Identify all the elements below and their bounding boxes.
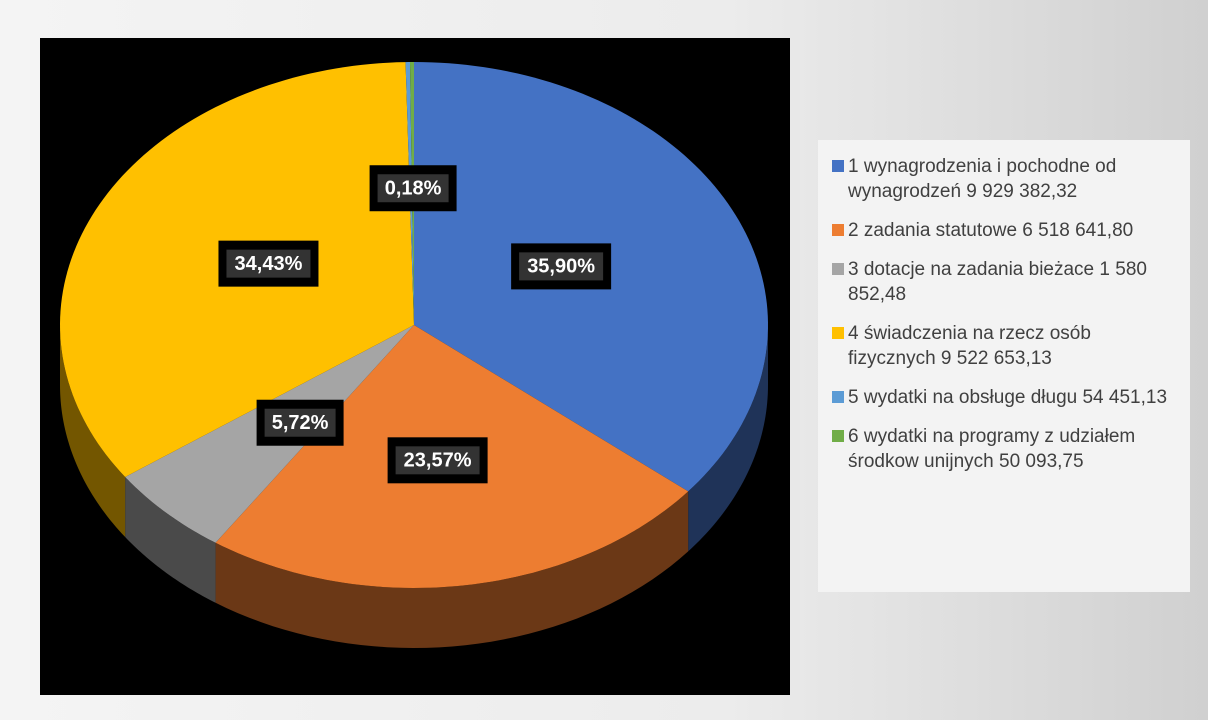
legend-label: 3 dotacje na zadania bieżace 1 580 852,4… bbox=[848, 259, 1147, 305]
slice-side bbox=[688, 325, 768, 552]
legend-item: 5 wydatki na obsługe długu 54 451,13 bbox=[832, 385, 1182, 410]
legend-item: 4 świadczenia na rzecz osób fizycznych 9… bbox=[832, 321, 1182, 371]
legend-label: 6 wydatki na programy z udziałem środkow… bbox=[848, 426, 1136, 472]
data-label-text: 34,43% bbox=[235, 253, 303, 275]
legend-swatch bbox=[832, 430, 844, 442]
legend-label: 5 wydatki na obsługe długu 54 451,13 bbox=[848, 387, 1168, 408]
data-label: 34,43% bbox=[218, 240, 319, 287]
legend-item: 6 wydatki na programy z udziałem środkow… bbox=[832, 424, 1182, 474]
legend-swatch bbox=[832, 391, 844, 403]
slice-side bbox=[215, 491, 689, 648]
legend-item: 1 wynagrodzenia i pochodne od wynagrodze… bbox=[832, 154, 1182, 204]
slice-side bbox=[60, 325, 126, 538]
legend-item: 2 zadania statutowe 6 518 641,80 bbox=[832, 218, 1182, 243]
data-label: 35,90% bbox=[511, 243, 612, 290]
data-label: 23,57% bbox=[387, 437, 488, 484]
legend-swatch bbox=[832, 224, 844, 236]
data-label: 5,72% bbox=[256, 399, 344, 446]
legend-label: 1 wynagrodzenia i pochodne od wynagrodze… bbox=[848, 156, 1117, 202]
data-label-inner bbox=[395, 446, 480, 475]
data-label: 0,18% bbox=[369, 165, 457, 212]
slice-side bbox=[125, 477, 216, 603]
data-label-text: 0,18% bbox=[385, 178, 442, 200]
data-label-inner bbox=[519, 252, 604, 281]
legend-item: 3 dotacje na zadania bieżace 1 580 852,4… bbox=[832, 257, 1182, 307]
data-label-inner bbox=[377, 174, 449, 203]
data-label-inner bbox=[226, 249, 311, 278]
legend-swatch bbox=[832, 160, 844, 172]
data-label-inner bbox=[264, 408, 336, 437]
data-label-text: 5,72% bbox=[272, 412, 329, 434]
legend-label: 4 świadczenia na rzecz osób fizycznych 9… bbox=[848, 323, 1091, 369]
legend-swatch bbox=[832, 263, 844, 275]
data-label-text: 35,90% bbox=[527, 256, 595, 278]
legend: 1 wynagrodzenia i pochodne od wynagrodze… bbox=[818, 140, 1190, 592]
legend-swatch bbox=[832, 327, 844, 339]
data-label-text: 23,57% bbox=[404, 450, 472, 472]
legend-label: 2 zadania statutowe 6 518 641,80 bbox=[848, 220, 1134, 241]
